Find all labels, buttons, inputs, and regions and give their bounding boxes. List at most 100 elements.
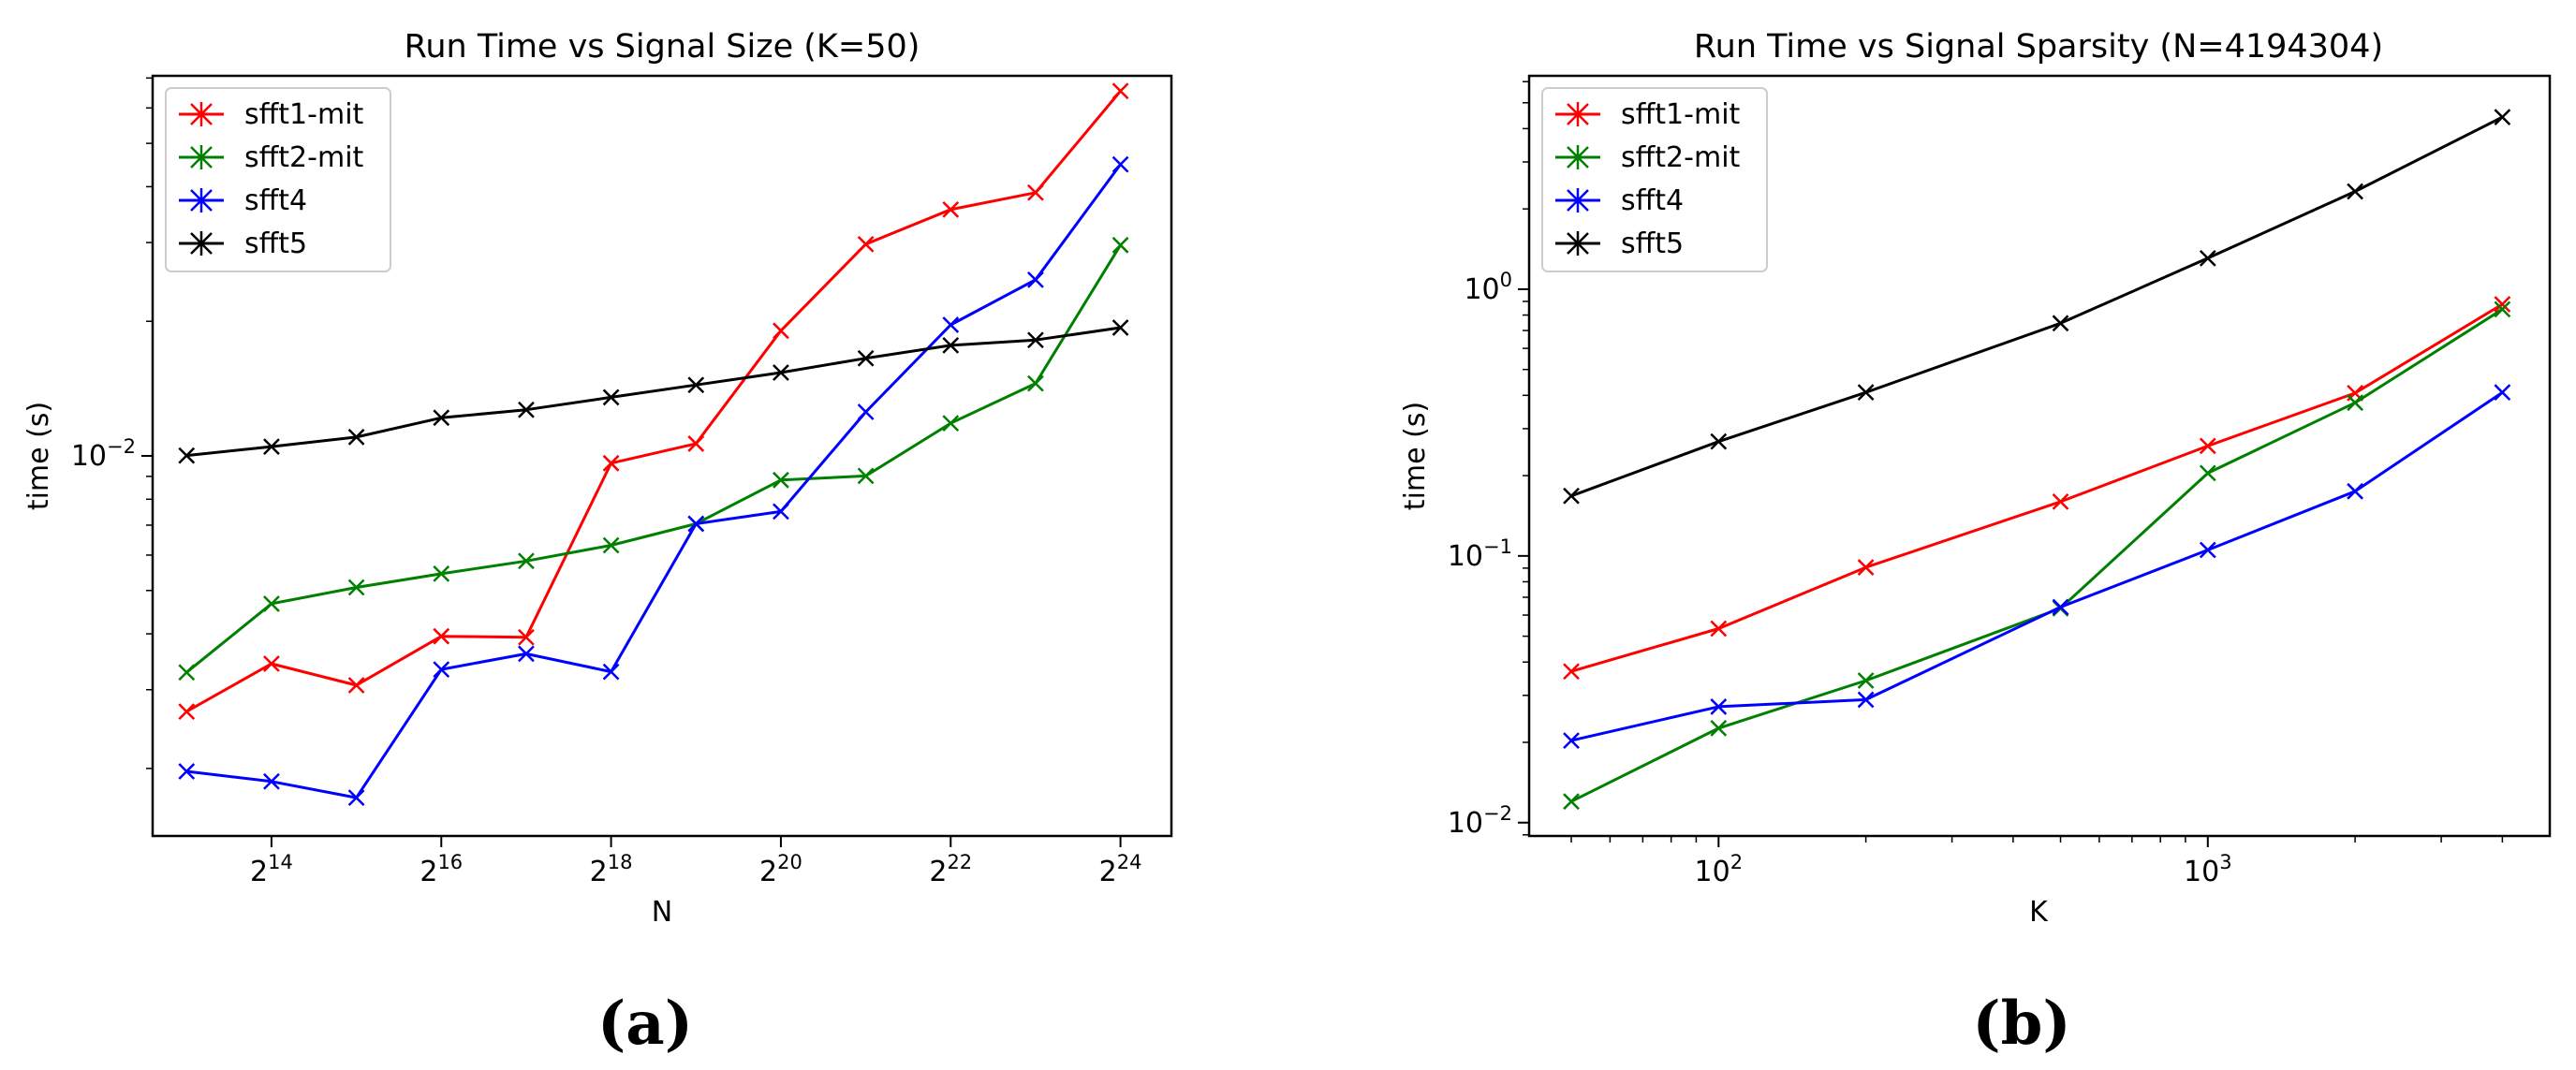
- data-point-sfft5: [433, 409, 450, 427]
- data-point-sfft5: [1111, 319, 1129, 336]
- chart-a-title: Run Time vs Signal Size (K=50): [405, 28, 920, 66]
- y-tick-label-exponent: −2: [1483, 802, 1512, 825]
- data-point-sfft1-mit: [263, 655, 280, 672]
- data-point-sfft2-mit: [1563, 793, 1580, 811]
- data-point-sfft5: [942, 337, 960, 354]
- y-tick-label-base: 10: [1448, 807, 1483, 840]
- x-tick-label-exponent: 20: [777, 851, 802, 873]
- svg-text:214: 214: [250, 851, 293, 888]
- svg-text:10−1: 10−1: [1448, 535, 1512, 573]
- data-point-sfft1-mit: [518, 628, 535, 646]
- x-tick-label-base: 10: [1695, 856, 1730, 888]
- data-point-sfft4: [433, 661, 450, 678]
- y-tick-label: 10−2: [1448, 802, 1512, 840]
- data-point-sfft2-mit: [1111, 236, 1129, 254]
- data-point-sfft2-mit: [857, 467, 875, 485]
- data-point-sfft4: [2494, 384, 2511, 402]
- data-point-sfft1-mit: [2494, 296, 2511, 313]
- y-tick-label-base: 10: [71, 440, 107, 473]
- svg-text:220: 220: [759, 851, 802, 888]
- series-sfft5: [1563, 109, 2511, 505]
- data-point-sfft2-mit: [2494, 300, 2511, 318]
- legend-label: sfft5: [1621, 227, 1684, 260]
- legend-label: sfft4: [1621, 184, 1684, 217]
- legend-marker: [1567, 145, 1589, 169]
- series-line-sfft1-mit: [185, 90, 1122, 713]
- chart-a-series: [178, 82, 1129, 807]
- series-line-sfft2-mit: [1570, 308, 2504, 803]
- legend-label: sfft2-mit: [244, 141, 364, 174]
- data-point-sfft4: [1857, 691, 1875, 709]
- x-tick-label: 102: [1695, 851, 1744, 888]
- data-point-sfft5: [602, 388, 620, 406]
- legend-entry-sfft4: sfft4: [179, 184, 307, 217]
- legend-marker: [190, 188, 213, 213]
- data-point-sfft2-mit: [2347, 394, 2363, 412]
- data-point-sfft4: [2347, 482, 2363, 500]
- series-sfft5: [178, 319, 1129, 464]
- legend-marker: [190, 231, 213, 256]
- data-point-sfft1-mit: [1857, 559, 1875, 576]
- legend-label: sfft5: [244, 227, 307, 260]
- svg-text:224: 224: [1099, 851, 1142, 888]
- data-point-sfft4: [602, 663, 620, 681]
- x-tick-label-base: 2: [590, 856, 608, 888]
- data-point-sfft4: [773, 503, 789, 520]
- data-point-sfft1-mit: [347, 677, 365, 694]
- data-point-sfft2-mit: [1027, 374, 1044, 392]
- legend-marker: [1567, 231, 1589, 256]
- chart-b-x-ticks: 102 103: [1695, 836, 2232, 888]
- data-point-sfft4: [2052, 598, 2069, 616]
- legend-entry-sfft4: sfft4: [1555, 184, 1684, 217]
- svg-text:216: 216: [420, 851, 463, 888]
- y-tick-label-exponent: 0: [1500, 269, 1512, 291]
- data-point-sfft2-mit: [347, 579, 365, 596]
- chart-a: Run Time vs Signal Size (K=50) 10−2 214 2…: [22, 28, 1173, 1059]
- y-tick-label-exponent: −2: [107, 435, 136, 458]
- x-tick-label-exponent: 18: [608, 851, 633, 873]
- data-point-sfft1-mit: [687, 435, 705, 452]
- data-point-sfft2-mit: [518, 552, 535, 570]
- legend-marker: [190, 145, 213, 169]
- x-tick-label-base: 2: [420, 856, 437, 888]
- svg-text:10−2: 10−2: [1448, 802, 1512, 840]
- svg-text:100: 100: [1464, 269, 1512, 306]
- data-point-sfft4: [2199, 541, 2216, 559]
- x-tick-label: 103: [2184, 851, 2232, 888]
- data-point-sfft1-mit: [1710, 620, 1728, 638]
- svg-text:102: 102: [1695, 851, 1744, 888]
- data-point-sfft2-mit: [263, 595, 280, 612]
- chart-b-caption: (b): [1972, 989, 2070, 1059]
- legend-marker: [1567, 188, 1589, 213]
- data-point-sfft4: [1710, 698, 1728, 715]
- y-tick-label: 10−1: [1448, 535, 1512, 573]
- data-point-sfft2-mit: [942, 415, 960, 432]
- chart-a-y-minor-ticks: [146, 77, 153, 770]
- data-point-sfft1-mit: [2199, 437, 2216, 455]
- legend-label: sfft4: [244, 184, 307, 217]
- data-point-sfft1-mit: [942, 200, 960, 218]
- x-tick-label-exponent: 14: [268, 851, 293, 873]
- x-tick-label-base: 10: [2184, 856, 2219, 888]
- data-point-sfft2-mit: [1857, 672, 1875, 689]
- data-point-sfft5: [687, 376, 705, 394]
- data-point-sfft2-mit: [433, 565, 450, 582]
- data-point-sfft1-mit: [857, 235, 875, 253]
- x-tick-label-exponent: 3: [2219, 851, 2231, 873]
- data-point-sfft5: [347, 428, 365, 446]
- x-tick-label: 222: [929, 851, 972, 888]
- chart-a-legend: sfft1-mit sfft2-mit sfft4 sfft5: [165, 87, 391, 272]
- data-point-sfft5: [2199, 249, 2216, 267]
- legend-label: sfft1-mit: [1621, 98, 1741, 131]
- legend-entry-sfft2-mit: sfft2-mit: [179, 141, 364, 174]
- legend-label: sfft1-mit: [244, 98, 364, 131]
- legend-entry-sfft5: sfft5: [1555, 227, 1684, 260]
- x-tick-label-exponent: 22: [947, 851, 972, 873]
- chart-b-legend-entries: sfft1-mit sfft2-mit sfft4 sfft5: [1555, 98, 1741, 260]
- data-point-sfft1-mit: [1027, 183, 1044, 201]
- data-point-sfft1-mit: [1563, 663, 1580, 681]
- chart-a-x-label: N: [652, 896, 672, 929]
- data-point-sfft5: [1857, 384, 1875, 402]
- svg-text:218: 218: [590, 851, 633, 888]
